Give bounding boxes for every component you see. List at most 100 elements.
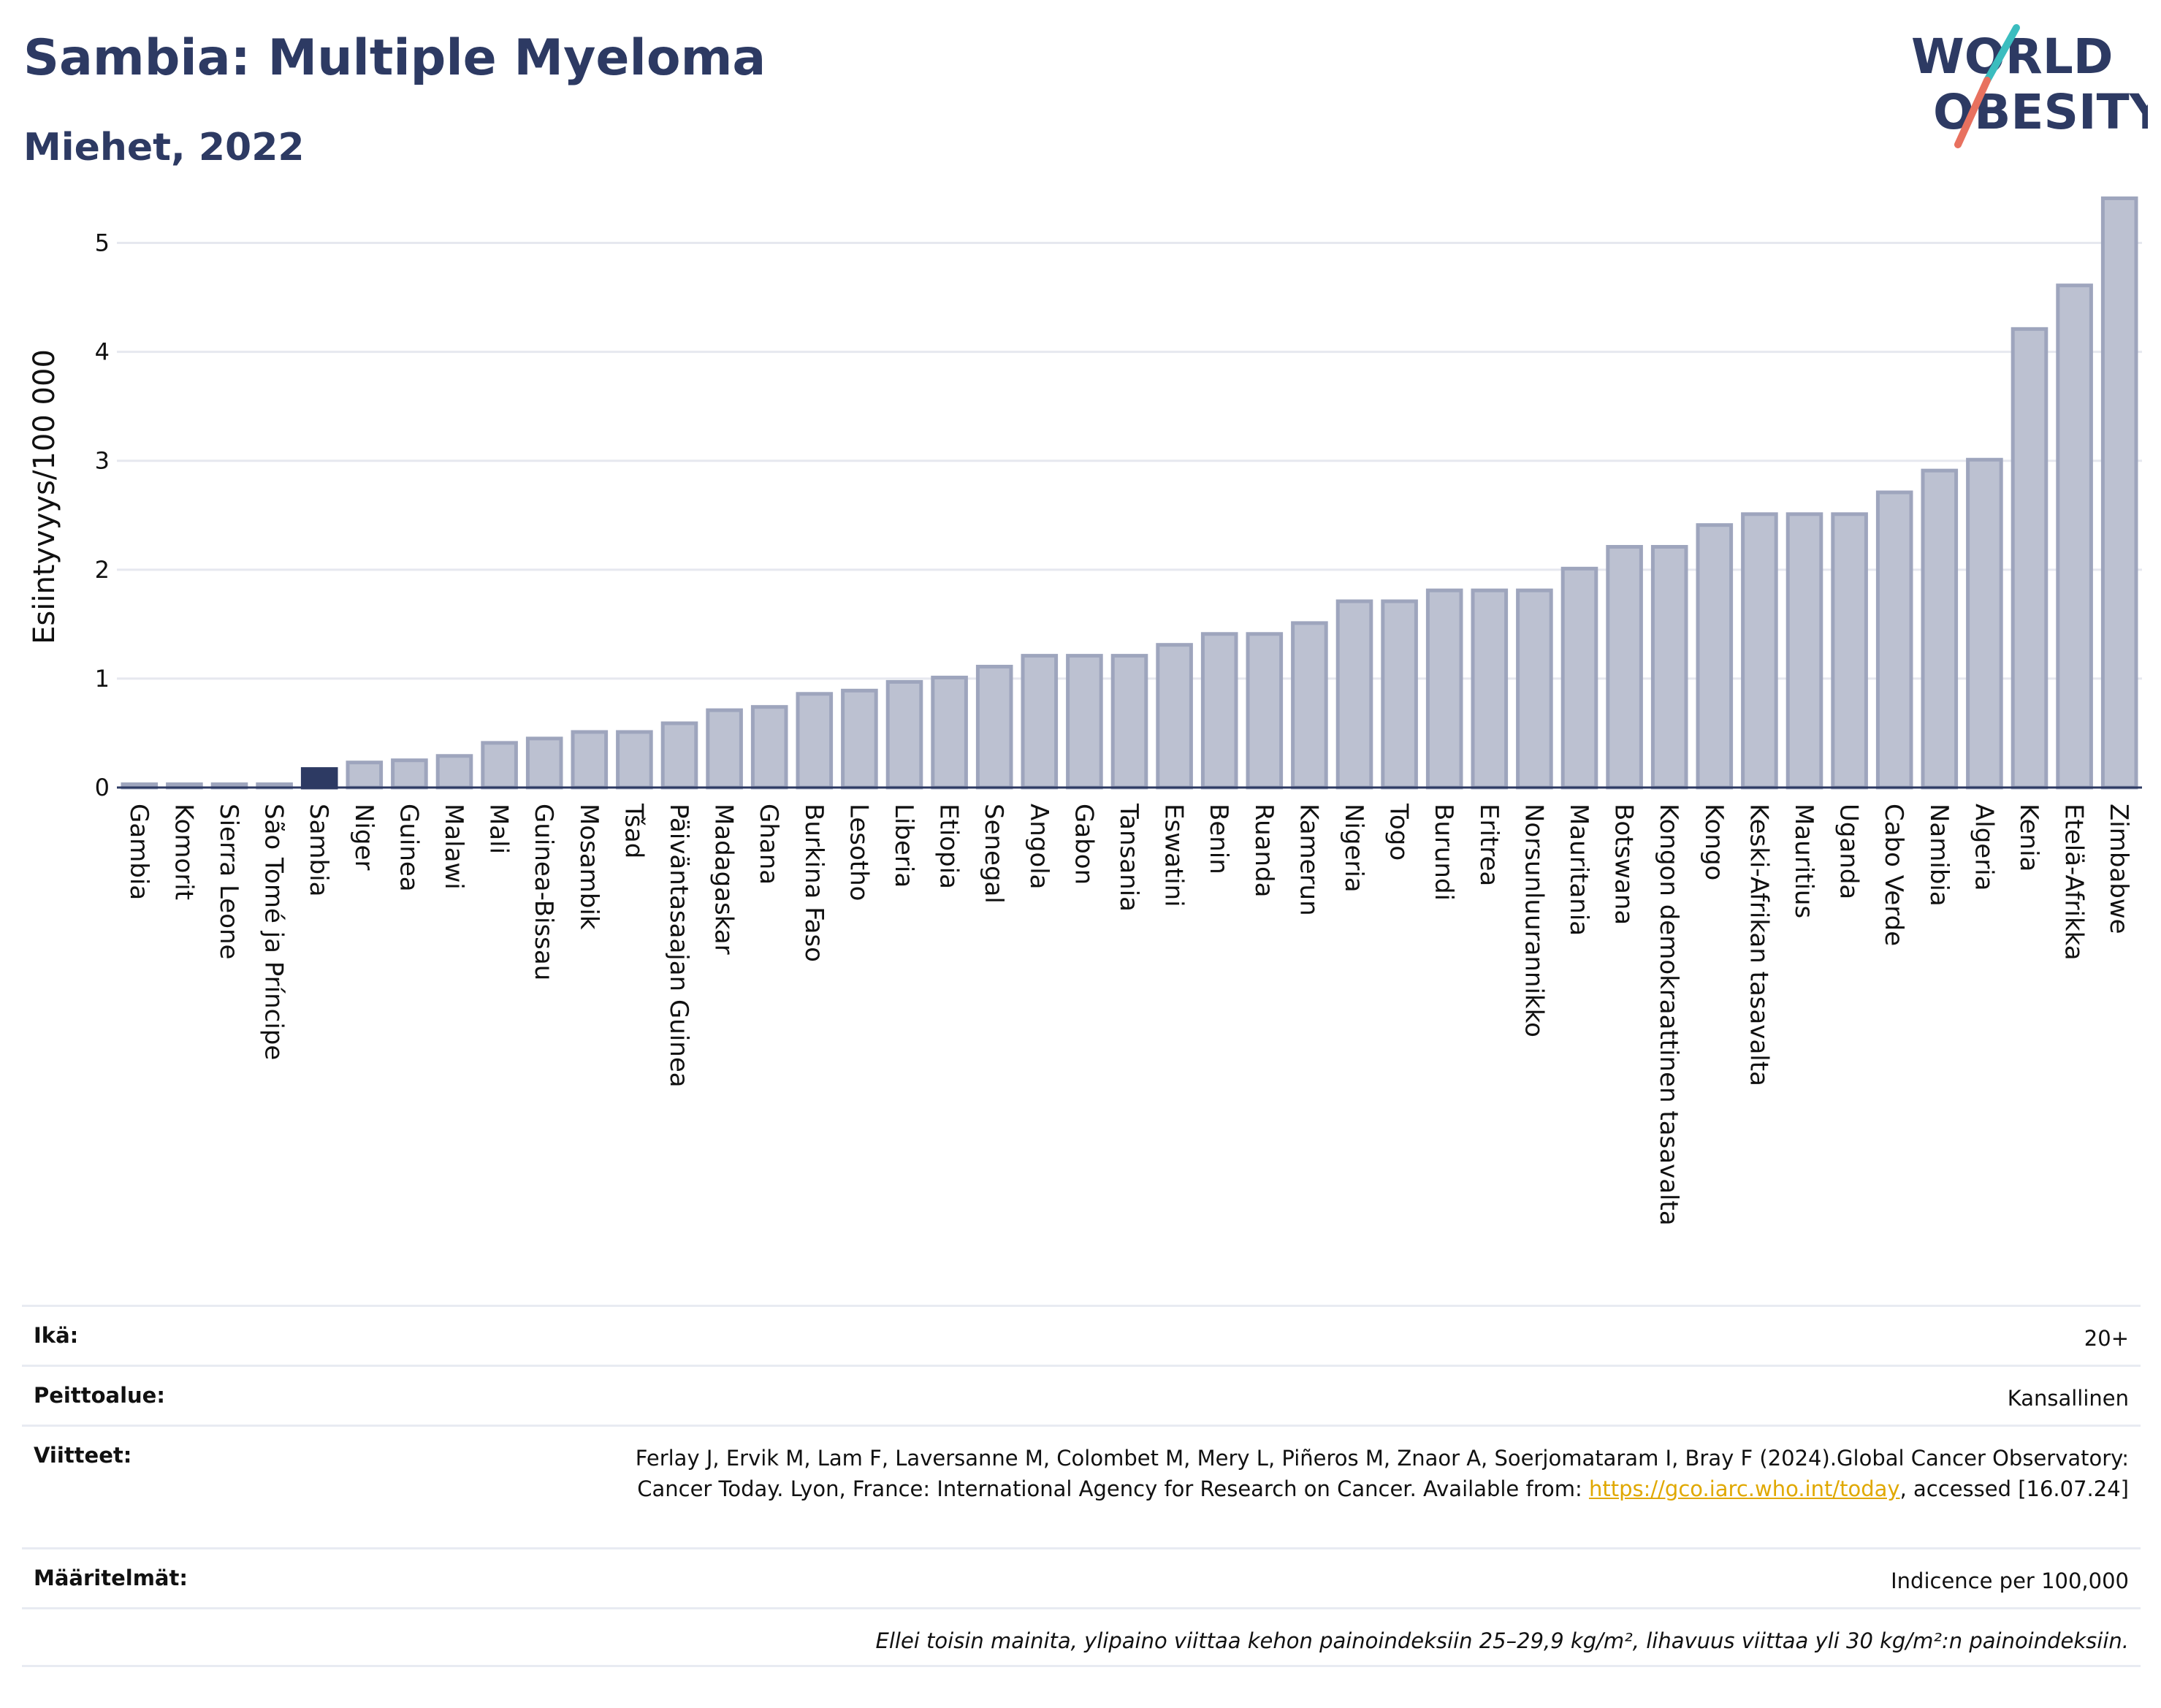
bar-senegal bbox=[975, 665, 1013, 790]
x-tick-label: Sambia bbox=[304, 804, 333, 896]
bar-chart: 0 1 2 3 4 5 Gambia Komorit Sierra Leone São Tomé … bbox=[28, 196, 2142, 1226]
references-label: Viitteet: bbox=[34, 1443, 132, 1468]
world-obesity-logo: WORLD OBESITY bbox=[1911, 24, 2148, 148]
coverage-label: Peittoalue: bbox=[34, 1383, 165, 1408]
x-tick-label: Keski-Afrikan tasavalta bbox=[1744, 804, 1773, 1086]
info-row-definitions: Määritelmät: Indicence per 100,000 bbox=[22, 1547, 2141, 1607]
x-tick-label: Namibia bbox=[1924, 804, 1954, 907]
bar-namibia bbox=[1921, 468, 1959, 790]
bar-burundi bbox=[1425, 588, 1463, 790]
bar-t-ad bbox=[616, 730, 653, 790]
bar-eswatini bbox=[1156, 643, 1193, 790]
x-tick-label: Ghana bbox=[754, 804, 783, 885]
x-tick-label: Botswana bbox=[1609, 804, 1639, 925]
x-tick-label: Kenia bbox=[2014, 804, 2043, 872]
x-tick-label: Togo bbox=[1384, 803, 1414, 861]
x-tick-label: Nigeria bbox=[1339, 804, 1368, 893]
x-tick-label: Gambia bbox=[124, 804, 153, 900]
bar-zimbabwe bbox=[2100, 196, 2138, 790]
bar-mosambik bbox=[571, 730, 609, 790]
bar-angola bbox=[1021, 654, 1059, 790]
bar-ruanda bbox=[1246, 632, 1284, 790]
bar-botswana bbox=[1606, 545, 1643, 790]
y-tick-label: 3 bbox=[95, 447, 110, 475]
bar-gabon bbox=[1066, 654, 1103, 790]
x-tick-label: Niger bbox=[349, 804, 378, 870]
bar-sambia bbox=[300, 767, 338, 790]
logo-slash-teal bbox=[1983, 24, 2020, 84]
definitions-label: Määritelmät: bbox=[34, 1566, 188, 1590]
x-tick-label: Burundi bbox=[1429, 804, 1458, 901]
references-accessed: , accessed [16.07.24] bbox=[1899, 1476, 2129, 1501]
axes: 0 1 2 3 4 5 Gambia Komorit Sierra Leone São Tomé … bbox=[95, 229, 2142, 1226]
x-tick-label: Gabon bbox=[1069, 804, 1098, 885]
x-tick-label: Mauritius bbox=[1789, 804, 1818, 918]
bar-eritrea bbox=[1471, 588, 1509, 790]
info-row-references: Viitteet: Ferlay J, Ervik M, Lam F, Lave… bbox=[22, 1425, 2141, 1547]
bar-nigeria bbox=[1335, 599, 1373, 790]
bar-kamerun bbox=[1291, 621, 1328, 790]
x-tick-label: Uganda bbox=[1834, 804, 1864, 899]
x-tick-label: Burkina Faso bbox=[799, 804, 828, 962]
bar-ghana bbox=[750, 705, 788, 790]
bar-norsunluurannikko bbox=[1516, 588, 1553, 790]
bar-guinea bbox=[391, 758, 428, 790]
bar-mauritania bbox=[1560, 566, 1598, 790]
bar-liberia bbox=[885, 679, 923, 790]
x-tick-label: Cabo Verde bbox=[1879, 804, 1908, 946]
bar-malawi bbox=[435, 754, 473, 790]
bar-benin bbox=[1200, 632, 1238, 790]
bar-algeria bbox=[1966, 457, 2003, 790]
x-tick-label: Kongo bbox=[1699, 804, 1729, 880]
bar-togo bbox=[1381, 599, 1418, 790]
references-link[interactable]: https://gco.iarc.who.int/today bbox=[1588, 1476, 1900, 1501]
bar-uganda bbox=[1831, 512, 1868, 790]
bar-p-iv-ntasaajan-guinea bbox=[660, 721, 698, 790]
bar-etiopia bbox=[931, 675, 968, 790]
bar-kongon-demokraattinen-tasavalta bbox=[1650, 545, 1688, 790]
x-tick-label: Benin bbox=[1204, 804, 1233, 874]
bar-kenia bbox=[2011, 327, 2048, 790]
bar-niger bbox=[346, 760, 384, 790]
x-tick-label: Etelä-Afrikka bbox=[2059, 804, 2089, 961]
y-tick-label: 4 bbox=[95, 338, 110, 366]
chart-title: Sambia: Multiple Myeloma bbox=[23, 29, 766, 87]
x-tick-label: Etiopia bbox=[934, 804, 964, 889]
logo-slash-coral bbox=[1954, 77, 1991, 148]
age-value: 20+ bbox=[2084, 1326, 2129, 1351]
y-tick-label: 1 bbox=[95, 665, 110, 693]
bar-mali bbox=[481, 741, 518, 790]
y-tick-label: 0 bbox=[95, 774, 110, 801]
x-tick-label: São Tomé ja Príncipe bbox=[259, 804, 289, 1060]
x-tick-label: Liberia bbox=[889, 804, 918, 888]
x-tick-label: Päiväntasaajan Guinea bbox=[664, 804, 693, 1088]
bar-mauritius bbox=[1785, 512, 1823, 790]
x-tick-label: Lesotho bbox=[844, 804, 873, 901]
y-tick-label: 2 bbox=[95, 556, 110, 584]
x-tick-label: Malawi bbox=[439, 804, 468, 890]
x-tick-label: Tšad bbox=[619, 803, 648, 858]
x-tick-label: Tansania bbox=[1114, 803, 1143, 912]
age-label: Ikä: bbox=[34, 1323, 79, 1348]
y-axis-label: Esiintyvyys/100 000 bbox=[28, 349, 61, 644]
y-tick-label: 5 bbox=[95, 229, 110, 257]
bar-tansania bbox=[1110, 654, 1148, 790]
x-tick-label: Guinea-Bissau bbox=[529, 804, 558, 980]
x-tick-label: Sierra Leone bbox=[214, 804, 243, 959]
x-tick-label: Eritrea bbox=[1474, 804, 1503, 886]
x-tick-label: Senegal bbox=[979, 804, 1008, 904]
references-value: Ferlay J, Ervik M, Lam F, Laversanne M, … bbox=[595, 1443, 2129, 1504]
x-tick-label: Ruanda bbox=[1249, 804, 1278, 897]
info-table: Ikä: 20+ Peittoalue: Kansallinen Viittee… bbox=[22, 1305, 2141, 1667]
bar-kongo bbox=[1696, 523, 1734, 790]
bar-lesotho bbox=[841, 688, 878, 790]
info-row-age: Ikä: 20+ bbox=[22, 1305, 2141, 1365]
bar-guinea-bissau bbox=[525, 736, 563, 790]
footnote: Ellei toisin mainita, ylipaino viittaa k… bbox=[875, 1628, 2130, 1653]
x-tick-label: Mauritania bbox=[1564, 804, 1593, 936]
coverage-value: Kansallinen bbox=[2007, 1386, 2129, 1411]
references-text: Ferlay J, Ervik M, Lam F, Laversanne M, … bbox=[635, 1446, 2129, 1501]
definitions-value: Indicence per 100,000 bbox=[1891, 1568, 2129, 1593]
chart-subtitle: Miehet, 2022 bbox=[23, 126, 305, 169]
x-tick-label: Guinea bbox=[394, 804, 423, 892]
